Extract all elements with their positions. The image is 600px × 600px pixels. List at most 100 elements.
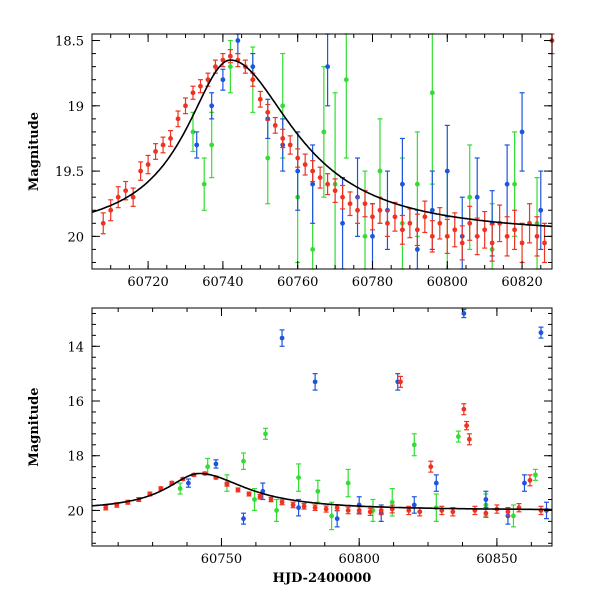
data-point <box>345 506 351 515</box>
top-light-curve-panel: 60720 60740 60760 60780 60800 60820 18.5 19 19.5… <box>27 33 555 290</box>
point-marker <box>332 188 338 194</box>
point-marker <box>224 482 230 487</box>
point-marker <box>296 475 301 481</box>
point-marker <box>377 168 383 174</box>
data-point <box>201 157 207 211</box>
series-1 <box>185 308 549 528</box>
data-point <box>279 329 285 347</box>
data-point <box>213 459 219 469</box>
point-marker <box>250 77 256 83</box>
data-point <box>100 212 106 235</box>
point-marker <box>414 247 420 252</box>
point-marker <box>220 77 226 83</box>
data-point <box>355 196 361 224</box>
data-point <box>347 191 353 217</box>
point-marker <box>310 247 316 252</box>
data-point <box>310 160 316 183</box>
point-marker <box>345 480 351 486</box>
point-marker <box>411 442 417 448</box>
point-marker <box>321 129 327 135</box>
x-tick-label: 60720 <box>127 275 168 290</box>
point-marker <box>312 505 318 511</box>
point-marker <box>519 240 525 246</box>
data-point <box>538 326 544 339</box>
point-marker <box>362 201 368 207</box>
data-point <box>414 213 420 247</box>
data-point <box>220 52 226 68</box>
point-marker <box>400 181 405 187</box>
data-point <box>296 498 302 517</box>
data-point <box>340 184 346 210</box>
data-point <box>296 463 302 492</box>
point-marker <box>295 168 301 174</box>
top-panel-ticks: 60720 60740 60760 60780 60800 60820 18.5 19 19.5… <box>55 34 552 290</box>
point-marker <box>511 513 516 519</box>
data-point <box>250 72 256 87</box>
data-point <box>334 509 340 528</box>
y-tick-label: 19.5 <box>55 165 84 180</box>
point-marker <box>241 458 246 464</box>
data-point <box>398 375 404 388</box>
point-marker <box>287 142 293 148</box>
data-point <box>317 166 323 189</box>
point-marker <box>235 487 241 493</box>
data-point <box>461 403 467 416</box>
x-tick-label: 60800 <box>427 275 468 290</box>
data-point <box>389 504 395 514</box>
point-marker <box>504 181 510 187</box>
point-marker <box>280 103 286 109</box>
point-marker <box>414 181 420 187</box>
point-marker <box>153 149 158 154</box>
data-point <box>274 498 280 522</box>
data-point <box>472 505 478 516</box>
point-marker <box>433 480 439 486</box>
point-marker <box>459 240 465 246</box>
point-marker <box>483 497 489 502</box>
point-marker <box>257 96 263 102</box>
point-marker <box>265 155 271 161</box>
point-marker <box>522 480 527 486</box>
y-tick-label: 20 <box>67 504 84 519</box>
data-point <box>108 199 114 222</box>
point-marker <box>512 181 518 187</box>
point-marker <box>183 103 188 109</box>
series-0 <box>190 33 540 270</box>
point-marker <box>329 513 335 519</box>
data-point <box>168 130 174 147</box>
data-point <box>538 170 544 251</box>
point-marker <box>252 497 257 502</box>
data-point <box>343 33 349 159</box>
point-marker <box>370 233 375 239</box>
data-point <box>302 153 308 176</box>
point-marker <box>312 379 318 385</box>
point-marker <box>186 480 191 486</box>
data-point <box>527 474 533 487</box>
data-point <box>310 144 316 224</box>
data-point <box>301 502 307 510</box>
point-marker <box>194 142 200 148</box>
point-marker <box>302 162 308 167</box>
top-panel-frame <box>91 33 553 270</box>
point-marker <box>467 194 473 200</box>
data-point <box>153 143 159 160</box>
point-marker <box>370 214 375 220</box>
point-marker <box>209 142 215 148</box>
data-point <box>290 501 296 509</box>
y-tick-label: 19 <box>67 100 84 115</box>
point-marker <box>398 379 403 385</box>
point-marker <box>263 431 268 437</box>
data-point <box>483 490 489 509</box>
point-marker <box>265 109 271 115</box>
data-point <box>197 79 203 94</box>
point-marker <box>130 194 136 200</box>
data-point <box>433 474 439 492</box>
point-marker <box>138 168 144 174</box>
data-point <box>444 218 450 254</box>
point-marker <box>452 227 458 233</box>
data-point <box>246 491 252 497</box>
point-marker <box>325 64 331 70</box>
data-point <box>411 496 417 514</box>
point-marker <box>205 77 211 83</box>
point-marker <box>542 240 547 246</box>
point-marker <box>450 509 456 515</box>
